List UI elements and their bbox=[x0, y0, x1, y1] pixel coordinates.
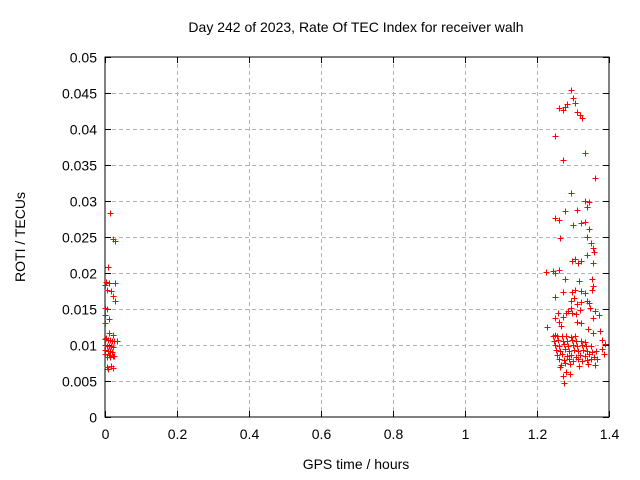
y-axis-label: ROTI / TECUs bbox=[12, 192, 28, 282]
x-tick-label: 0.6 bbox=[312, 426, 332, 442]
y-tick-label: 0.025 bbox=[62, 230, 97, 246]
y-tick-label: 0.045 bbox=[62, 86, 97, 102]
x-tick-label: 1 bbox=[462, 426, 470, 442]
grid-lines bbox=[105, 57, 609, 417]
x-tick-label: 0.2 bbox=[168, 426, 188, 442]
scatter-series-roti bbox=[102, 87, 609, 387]
x-axis-label: GPS time / hours bbox=[303, 456, 410, 472]
data-points bbox=[102, 87, 609, 387]
x-tick-label: 1.2 bbox=[528, 426, 548, 442]
y-tick-label: 0.05 bbox=[70, 50, 97, 66]
axis-tick-labels: 0 0.2 0.4 0.6 0.8 1 1.2 1.4 0 0.005 0.01 0.015 0.02 0… bbox=[62, 50, 619, 443]
y-tick-label: 0.02 bbox=[70, 266, 97, 282]
y-tick-label: 0.04 bbox=[70, 122, 97, 138]
x-tick-label: 0.4 bbox=[240, 426, 260, 442]
x-tick-label: 1.4 bbox=[600, 426, 620, 442]
y-tick-label: 0.035 bbox=[62, 158, 97, 174]
y-tick-label: 0.015 bbox=[62, 302, 97, 318]
y-tick-label: 0.03 bbox=[70, 194, 97, 210]
y-tick-label: 0 bbox=[89, 410, 97, 426]
y-tick-label: 0.01 bbox=[70, 338, 97, 354]
plot-border bbox=[104, 56, 610, 418]
chart-title: Day 242 of 2023, Rate Of TEC Index for r… bbox=[188, 19, 523, 35]
y-tick-label: 0.005 bbox=[62, 374, 97, 390]
x-tick-label: 0 bbox=[102, 426, 110, 442]
x-tick-label: 0.8 bbox=[384, 426, 404, 442]
